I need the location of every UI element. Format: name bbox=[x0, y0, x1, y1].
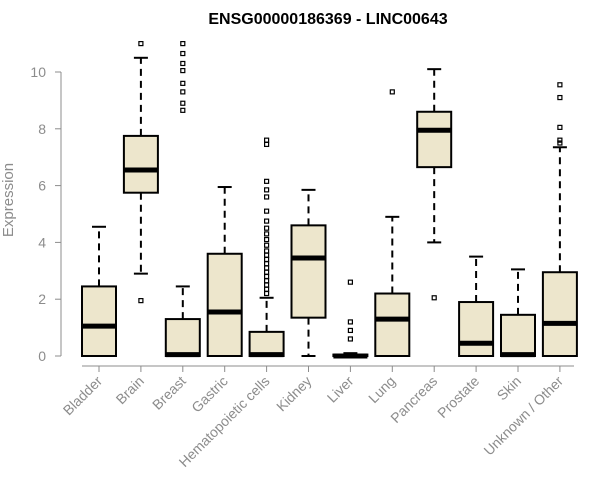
outlier-point bbox=[264, 208, 270, 214]
outlier-point bbox=[557, 137, 563, 143]
iqr-box bbox=[206, 252, 243, 357]
box-group bbox=[500, 268, 536, 358]
outlier-point bbox=[264, 225, 270, 231]
outlier-point bbox=[347, 279, 353, 285]
y-axis-label: Expression bbox=[0, 163, 17, 237]
outlier-point bbox=[264, 231, 270, 237]
y-tick-label: 10 bbox=[30, 64, 46, 80]
x-tick-label: Liver bbox=[324, 373, 357, 406]
box-group bbox=[206, 186, 243, 357]
outlier-point bbox=[264, 269, 270, 275]
outlier-point bbox=[264, 187, 270, 193]
outlier-point bbox=[180, 80, 186, 86]
outlier-point bbox=[264, 194, 270, 200]
y-tick-label: 2 bbox=[38, 291, 46, 307]
outlier-point bbox=[180, 50, 186, 57]
box-group bbox=[374, 89, 411, 357]
y-tick-label: 4 bbox=[38, 234, 46, 250]
iqr-box bbox=[500, 313, 536, 358]
outlier-point bbox=[557, 124, 563, 130]
y-axis-ticks: 0 2 4 6 8 10 bbox=[30, 64, 61, 364]
x-tick-label: Skin bbox=[494, 373, 525, 404]
x-tick-label: Pancreas bbox=[387, 373, 440, 426]
iqr-box bbox=[122, 134, 159, 194]
box-group bbox=[290, 188, 327, 357]
outlier-point bbox=[264, 265, 270, 271]
outlier-point bbox=[264, 286, 270, 292]
iqr-box bbox=[416, 110, 453, 169]
outlier-point bbox=[347, 319, 353, 325]
outlier-point bbox=[264, 137, 270, 143]
outlier-point bbox=[347, 327, 353, 334]
iqr-box bbox=[541, 271, 578, 357]
outlier-point bbox=[180, 107, 186, 113]
x-tick-label: Kidney bbox=[273, 373, 315, 415]
x-tick-label: Prostate bbox=[434, 373, 482, 421]
outlier-point bbox=[264, 242, 270, 248]
x-tick-label: Breast bbox=[149, 373, 189, 413]
outlier-point bbox=[557, 82, 563, 88]
outlier-point bbox=[180, 67, 186, 74]
iqr-box bbox=[81, 285, 117, 358]
outlier-point bbox=[138, 40, 144, 47]
outlier-point bbox=[138, 298, 144, 304]
outlier-point bbox=[264, 278, 270, 284]
box-group bbox=[164, 40, 201, 358]
outlier-point bbox=[431, 295, 437, 301]
outlier-point bbox=[180, 100, 186, 106]
x-tick-label: Bladder bbox=[60, 373, 106, 419]
y-tick-label: 6 bbox=[38, 178, 46, 194]
box-group bbox=[458, 255, 495, 358]
x-tick-label: Lung bbox=[365, 373, 398, 406]
outlier-point bbox=[264, 178, 270, 184]
outlier-point bbox=[264, 282, 270, 288]
outlier-point bbox=[264, 290, 270, 297]
outlier-point bbox=[264, 256, 270, 263]
box-series bbox=[81, 40, 578, 359]
box-group bbox=[81, 225, 117, 358]
outlier-point bbox=[264, 141, 270, 148]
outlier-point bbox=[264, 273, 270, 280]
y-tick-label: 0 bbox=[38, 348, 46, 364]
iqr-box bbox=[374, 292, 411, 357]
box-group bbox=[332, 279, 369, 359]
box-group bbox=[122, 40, 159, 304]
outlier-point bbox=[264, 252, 270, 258]
y-tick-label: 8 bbox=[38, 121, 46, 137]
iqr-box bbox=[458, 301, 495, 358]
x-tick-label: Unknown / Other bbox=[480, 373, 566, 459]
box-group bbox=[416, 68, 453, 301]
box-group bbox=[248, 137, 285, 358]
outlier-point bbox=[347, 336, 353, 342]
outlier-point bbox=[180, 40, 186, 47]
x-tick-label: Brain bbox=[113, 373, 147, 407]
iqr-box bbox=[290, 224, 327, 319]
outlier-point bbox=[180, 60, 186, 67]
outlier-point bbox=[264, 236, 270, 243]
outlier-point bbox=[557, 140, 563, 146]
iqr-box bbox=[164, 318, 201, 357]
outlier-point bbox=[264, 218, 270, 224]
outlier-point bbox=[264, 248, 270, 254]
outlier-point bbox=[557, 94, 563, 101]
chart-title: ENSG00000186369 - LINC00643 bbox=[208, 11, 447, 28]
box-group bbox=[541, 82, 578, 357]
outlier-point bbox=[389, 89, 395, 95]
outlier-point bbox=[264, 261, 270, 267]
outlier-point bbox=[180, 89, 186, 95]
